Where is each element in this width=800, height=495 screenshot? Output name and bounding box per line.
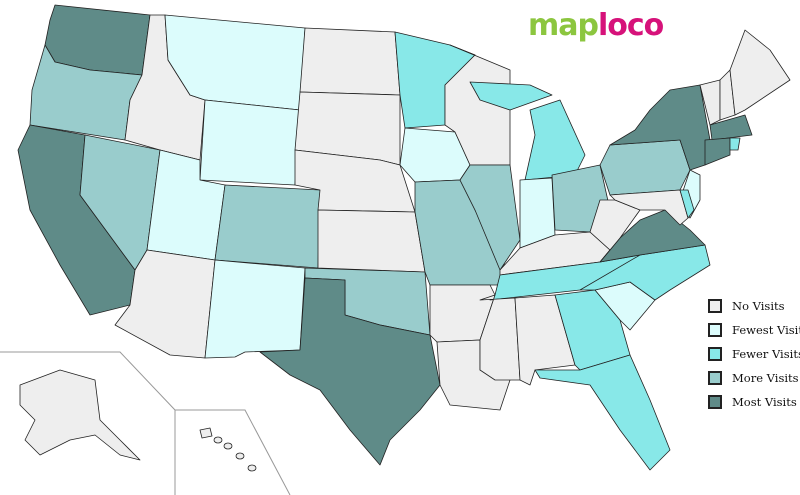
- state-ri[interactable]: [729, 137, 741, 151]
- legend-item-none: No Visits: [708, 294, 800, 318]
- state-tx[interactable]: [259, 277, 441, 466]
- state-ny[interactable]: [609, 84, 711, 171]
- logo-part-map: map: [528, 8, 599, 43]
- state-fl[interactable]: [534, 354, 671, 471]
- state-de[interactable]: [679, 189, 695, 219]
- state-me[interactable]: [729, 29, 791, 116]
- maploco-logo: maploco: [528, 8, 664, 43]
- state-mi[interactable]: [524, 99, 586, 181]
- hawaii-island[interactable]: [247, 464, 257, 472]
- state-wy[interactable]: [199, 99, 301, 186]
- state-ak[interactable]: [19, 369, 141, 461]
- legend: No Visits Fewest Visits Fewer Visits More V…: [708, 294, 800, 414]
- hawaii-island[interactable]: [223, 442, 233, 450]
- legend-swatch: [708, 395, 722, 409]
- legend-label: Most Visits: [732, 395, 797, 409]
- legend-item-fewer: Fewer Visits: [708, 342, 800, 366]
- legend-item-more: More Visits: [708, 366, 800, 390]
- state-ks[interactable]: [317, 209, 426, 273]
- hawaii-island[interactable]: [213, 436, 223, 444]
- legend-item-most: Most Visits: [708, 390, 800, 414]
- legend-swatch: [708, 299, 722, 313]
- legend-swatch: [708, 323, 722, 337]
- legend-swatch: [708, 347, 722, 361]
- state-co[interactable]: [214, 184, 321, 269]
- state-wv[interactable]: [589, 199, 641, 263]
- alaska-inset-border: [0, 351, 176, 495]
- state-hi[interactable]: [199, 427, 213, 439]
- legend-label: Fewer Visits: [732, 347, 800, 361]
- legend-label: Fewest Visits: [732, 323, 800, 337]
- state-pa[interactable]: [599, 139, 691, 196]
- state-ct[interactable]: [704, 137, 731, 166]
- legend-swatch: [708, 371, 722, 385]
- state-nm[interactable]: [204, 259, 306, 359]
- state-miu[interactable]: [469, 81, 553, 111]
- legend-item-fewest: Fewest Visits: [708, 318, 800, 342]
- legend-label: More Visits: [732, 371, 799, 385]
- hawaii-island[interactable]: [235, 452, 245, 460]
- state-nd[interactable]: [299, 27, 401, 96]
- legend-label: No Visits: [732, 299, 785, 313]
- hawaii-inset-border: [175, 409, 291, 495]
- state-ma[interactable]: [709, 114, 753, 141]
- logo-part-loco: loco: [597, 8, 664, 43]
